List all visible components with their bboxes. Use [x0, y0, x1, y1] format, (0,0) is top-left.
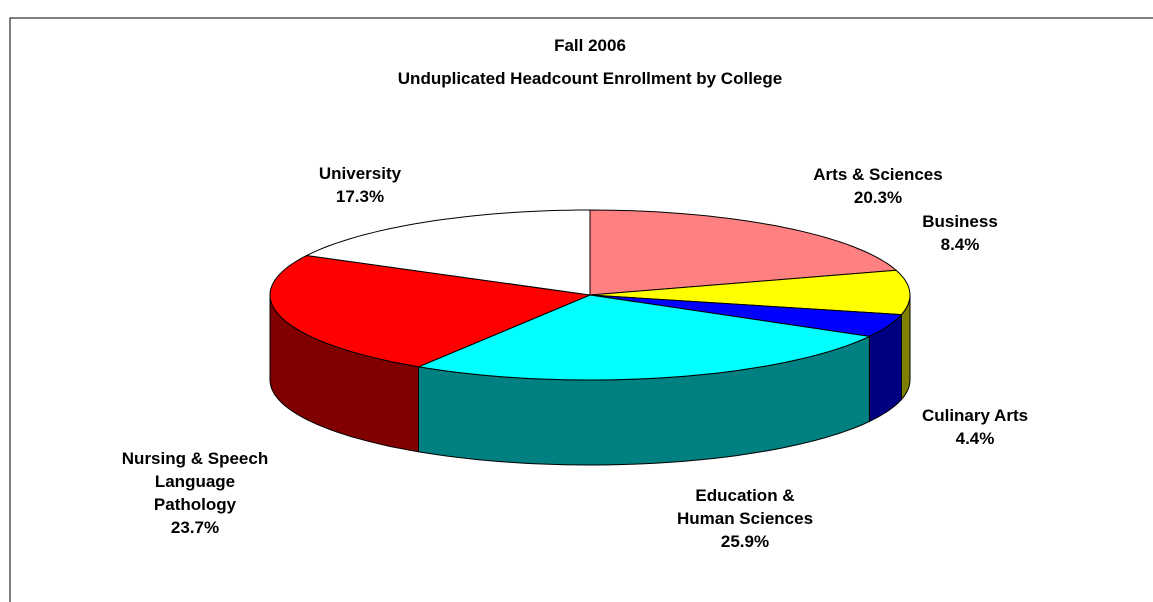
data-label: Education & Human Sciences 25.9%: [668, 484, 823, 553]
slice: [589, 269, 911, 316]
category-label: Arts & Sciences: [813, 165, 943, 184]
value-label: 4.4%: [955, 429, 995, 448]
chart-title: Fall 2006: [554, 36, 626, 55]
category-label: Nursing & Speech Language Pathology: [121, 449, 269, 514]
category-label: Culinary Arts: [921, 406, 1029, 425]
slice: [416, 294, 872, 381]
value-label: 8.4%: [940, 235, 980, 254]
slice: [305, 209, 591, 296]
category-label: Business: [922, 212, 998, 231]
data-label: Business 8.4%: [900, 210, 1020, 256]
data-label: University 17.3%: [290, 162, 430, 208]
chart-subtitle: Unduplicated Headcount Enrollment by Col…: [397, 69, 783, 88]
slice: [589, 209, 898, 296]
value-label: 20.3%: [853, 188, 903, 207]
slice: [589, 294, 903, 337]
data-label: Arts & Sciences 20.3%: [778, 163, 978, 209]
chart-frame: [9, 17, 1153, 602]
category-label: Education & Human Sciences: [676, 486, 814, 528]
value-label: 17.3%: [335, 187, 385, 206]
slice: [269, 254, 592, 368]
data-label: Nursing & Speech Language Pathology 23.7%: [115, 447, 275, 539]
value-label: 25.9%: [720, 532, 770, 551]
value-label: 23.7%: [170, 518, 220, 537]
data-label: Culinary Arts 4.4%: [895, 404, 1055, 450]
category-label: University: [318, 164, 402, 183]
